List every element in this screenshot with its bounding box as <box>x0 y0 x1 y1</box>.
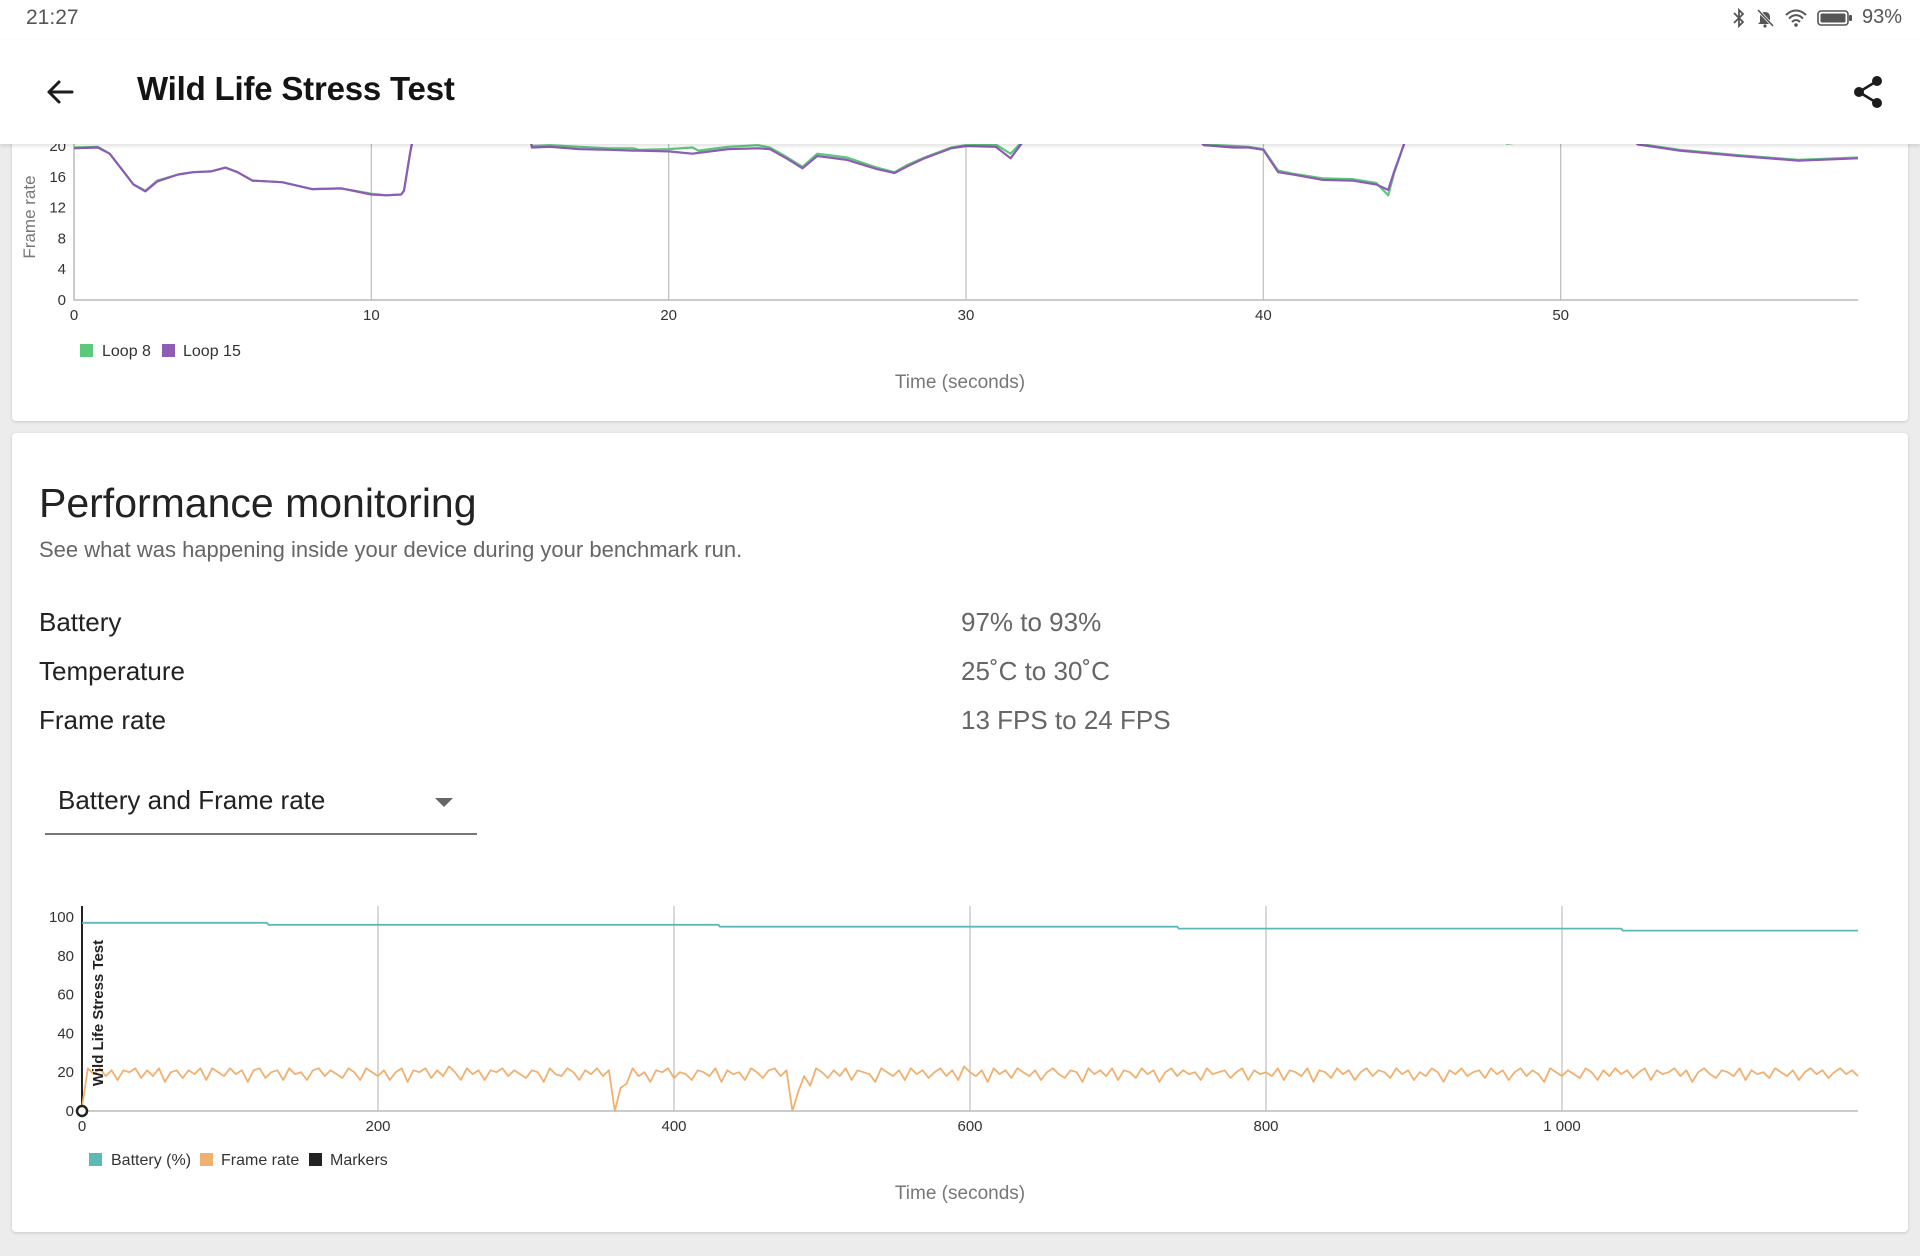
legend-swatch-markers <box>309 1153 322 1166</box>
chart-type-dropdown[interactable]: Battery and Frame rate <box>45 773 477 835</box>
y-tick-label: 100 <box>49 909 74 926</box>
y-tick-label: 60 <box>57 987 74 1004</box>
x-tick-label: 800 <box>1253 1118 1278 1135</box>
x-tick-label: 1 000 <box>1543 1118 1581 1135</box>
wifi-icon <box>1784 8 1808 28</box>
y-tick-label: 80 <box>57 948 74 965</box>
performance-title: Performance monitoring <box>39 480 477 526</box>
x-tick-label: 10 <box>363 307 380 324</box>
battery-percent: 93% <box>1861 6 1902 28</box>
y-tick-label: 20 <box>57 1064 74 1081</box>
y-tick-label: 4 <box>58 261 66 278</box>
battery-frame-rate-chart: 0 200 400 600 800 1 000 0 20 40 60 80 100 Wild Life… <box>49 906 1859 1204</box>
series-line-battery <box>82 921 1858 932</box>
back-button[interactable] <box>38 70 82 114</box>
x-tick-label: 600 <box>957 1118 982 1135</box>
legend-label-loop-8: Loop 8 <box>102 343 151 360</box>
metric-row-temperature: Temperature 25˚C to 30˚C <box>39 656 1439 696</box>
x-tick-label: 400 <box>661 1118 686 1135</box>
y-tick-label: 40 <box>57 1025 74 1042</box>
top-chart-xlabel: Time (seconds) <box>895 372 1025 393</box>
x-tick-label: 50 <box>1552 307 1569 324</box>
performance-subtitle: See what was happening inside your devic… <box>39 537 743 562</box>
chevron-down-icon <box>435 798 453 807</box>
chart-axes <box>73 110 1858 301</box>
frame-rate-loops-card: 0 10 20 30 40 50 0 4 8 12 16 20 Frame rate Loop 8 L… <box>12 110 1908 421</box>
status-time: 21:27 <box>26 6 79 29</box>
legend-swatch-loop-8 <box>80 344 93 357</box>
battery-icon <box>1817 9 1853 27</box>
metric-value: 97% to 93% <box>961 607 1102 637</box>
metric-label: Frame rate <box>39 705 167 735</box>
status-bar: 21:27 93% <box>0 0 1920 40</box>
metric-label: Temperature <box>39 656 185 686</box>
marker-dot <box>75 1104 89 1118</box>
metric-value: 25˚C to 30˚C <box>961 656 1110 686</box>
y-tick-label: 12 <box>49 200 66 217</box>
bell-off-icon <box>1755 8 1775 28</box>
x-tick-label: 30 <box>958 307 975 324</box>
x-tick-label: 0 <box>70 307 78 324</box>
metric-row-battery: Battery 97% to 93% <box>39 607 1439 647</box>
y-tick-label: 0 <box>58 292 66 309</box>
series-line-loop-15 <box>73 129 1859 197</box>
metric-label: Battery <box>39 607 122 637</box>
metric-value: 13 FPS to 24 FPS <box>961 705 1171 735</box>
share-icon <box>1854 76 1882 108</box>
y-tick-label: 16 <box>49 169 66 186</box>
x-tick-label: 40 <box>1255 307 1272 324</box>
x-tick-label: 200 <box>365 1118 390 1135</box>
app-bar: Wild Life Stress Test <box>0 40 1920 144</box>
arrow-left-icon <box>47 80 74 104</box>
bluetooth-icon <box>1732 7 1746 28</box>
legend-label-battery: Battery (%) <box>111 1152 191 1169</box>
dropdown-selected-value: Battery and Frame rate <box>58 785 326 815</box>
x-tick-label: 0 <box>78 1118 86 1135</box>
legend-swatch-frame-rate <box>200 1153 213 1166</box>
series-line-frame-rate <box>81 1065 1859 1112</box>
share-button[interactable] <box>1846 70 1890 114</box>
marker-label: Wild Life Stress Test <box>90 940 107 1086</box>
y-tick-label: 8 <box>58 230 66 247</box>
legend-label-loop-15: Loop 15 <box>183 343 241 360</box>
top-chart-ylabel: Frame rate <box>20 175 39 258</box>
page-title: Wild Life Stress Test <box>137 70 455 107</box>
legend-swatch-battery <box>89 1153 102 1166</box>
bottom-chart-xlabel: Time (seconds) <box>895 1183 1025 1204</box>
status-icons: 93% <box>1732 6 1902 29</box>
x-tick-label: 20 <box>660 307 677 324</box>
metric-row-frame-rate: Frame rate 13 FPS to 24 FPS <box>39 705 1439 745</box>
y-tick-label: 0 <box>66 1103 74 1120</box>
performance-monitoring-card: Performance monitoring See what was happ… <box>12 433 1908 1232</box>
legend-swatch-loop-15 <box>162 344 175 357</box>
legend-label-frame-rate: Frame rate <box>221 1152 299 1169</box>
legend-label-markers: Markers <box>330 1152 388 1169</box>
